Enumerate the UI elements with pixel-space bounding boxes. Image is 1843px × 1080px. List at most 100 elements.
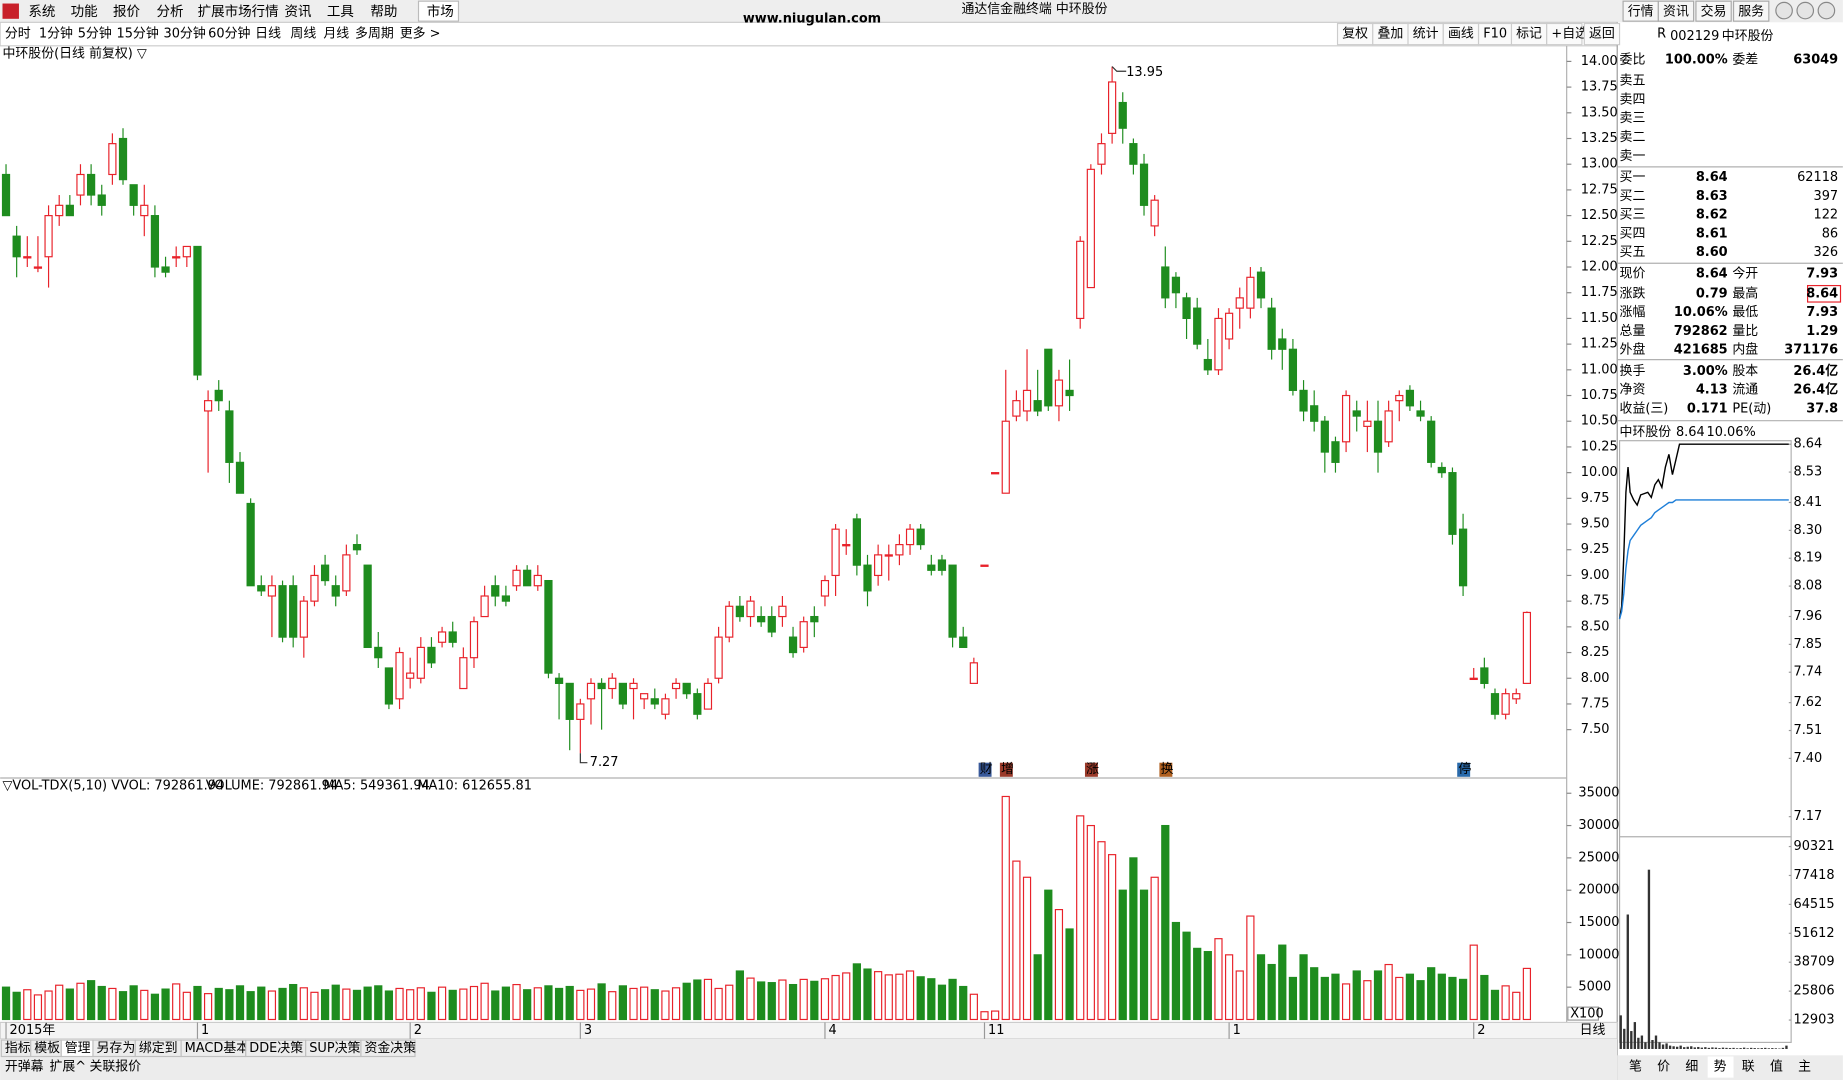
top-button-label[interactable]: 交易 (1701, 3, 1727, 19)
mini-tab[interactable]: 笔 (1629, 1059, 1642, 1075)
mini-tab[interactable]: 细 (1685, 1060, 1698, 1075)
mini-tab[interactable]: 主 (1798, 1060, 1811, 1075)
bottom-tab-label[interactable]: 资金决策 (364, 1040, 416, 1056)
bottom-tab2-label[interactable]: 开弹幕 (5, 1060, 44, 1075)
period-tab[interactable]: 更多 > (400, 27, 441, 42)
y-tick-label: 15000 (1578, 915, 1619, 930)
window-control[interactable] (1775, 1, 1793, 20)
y-tick-label: 10.75 (1581, 388, 1618, 403)
candle-body (1331, 441, 1340, 463)
window-control[interactable] (1817, 1, 1836, 20)
menu-item[interactable]: 扩展市场行情 (198, 3, 279, 20)
mini-tab[interactable]: 联 (1742, 1060, 1755, 1075)
top-button-label[interactable]: 服务 (1738, 3, 1764, 19)
period-tab[interactable]: 5分钟 (78, 26, 112, 42)
toolbar-button-label[interactable]: 返回 (1589, 27, 1615, 42)
bottom-tab2-label[interactable]: 关联报价 (89, 1060, 141, 1075)
top-button-label[interactable]: 资讯 (1663, 4, 1689, 19)
top-button-label[interactable]: 行情 (1628, 4, 1654, 19)
candle-body (1512, 693, 1521, 700)
period-tab[interactable]: 多周期 (355, 27, 394, 42)
event-label[interactable]: 停 (1458, 761, 1471, 777)
top-button[interactable] (1695, 0, 1732, 22)
event-label[interactable]: 换 (1161, 762, 1174, 777)
candle-body (597, 682, 606, 690)
bottom-tab-label[interactable]: 另存为 (97, 1041, 136, 1056)
top-button[interactable] (1732, 0, 1770, 22)
mini-y-tick-label: 7.62 (1793, 695, 1822, 710)
volume-bar (682, 982, 691, 1021)
mini-tab[interactable]: 值 (1770, 1059, 1783, 1075)
period-tab[interactable]: 周线 (290, 27, 316, 42)
toolbar-button-label[interactable]: F10 (1483, 27, 1507, 42)
event-marker[interactable] (1457, 762, 1471, 777)
volume-bar (278, 987, 287, 1021)
period-tab[interactable]: 30分钟 (164, 26, 206, 42)
quote-label: 换手 (1620, 364, 1646, 379)
mini-volume-bar (1661, 1044, 1665, 1049)
bottom-tab-label[interactable]: 模板 (34, 1041, 60, 1056)
candle-body (661, 698, 670, 715)
volume-bar (1501, 985, 1510, 1021)
volume-bar (905, 970, 915, 1021)
menu-item[interactable]: 分析 (156, 4, 183, 20)
event-label[interactable]: 财 (980, 762, 993, 777)
candle-body (331, 585, 340, 597)
bottom-tab-label[interactable]: MACD基本 (185, 1041, 250, 1056)
candle-body (150, 215, 160, 268)
menu-item[interactable]: 系统 (28, 4, 55, 20)
quote-label: 收益(三) (1620, 401, 1669, 416)
bottom-tab-label[interactable]: 管理 (65, 1041, 91, 1056)
event-marker[interactable] (1084, 762, 1098, 777)
toolbar-button-label[interactable]: 画线 (1448, 27, 1474, 42)
candle-body (86, 173, 96, 196)
bottom-tab-label[interactable]: 指标 (5, 1041, 31, 1056)
menu-item[interactable]: 帮助 (370, 4, 397, 20)
toolbar-button-label[interactable]: 统计 (1413, 27, 1439, 42)
window-control[interactable] (1796, 1, 1815, 20)
period-tab[interactable]: 1分钟 (39, 26, 73, 42)
period-tab[interactable]: 15分钟 (116, 26, 158, 42)
period-tab[interactable]: 月线 (323, 27, 349, 42)
menu-item[interactable]: 资讯 (285, 4, 313, 20)
toolbar-button[interactable] (1583, 22, 1621, 46)
menu-item[interactable]: 功能 (71, 4, 98, 20)
title-link[interactable]: 通达信金融终端 中环股份 (961, 1, 1107, 17)
candle-body (1469, 677, 1478, 681)
bottom-tab[interactable] (360, 1039, 416, 1058)
mini-tab[interactable]: 价 (1657, 1060, 1670, 1075)
quote-value: 8.64 (1806, 286, 1838, 301)
event-marker[interactable] (999, 762, 1013, 777)
market-tab-label[interactable]: 市场 (427, 3, 454, 20)
candle-body (1310, 405, 1319, 422)
toolbar-button-label[interactable]: 标记 (1516, 27, 1542, 42)
quote-value: 0.79 (1696, 286, 1728, 301)
candle-body (203, 400, 213, 412)
period-tab[interactable]: 60分钟 (208, 26, 250, 42)
menu-item[interactable]: 工具 (327, 4, 354, 20)
toolbar-button[interactable] (1546, 22, 1583, 46)
volume-bar (980, 1011, 989, 1021)
event-marker[interactable] (978, 762, 992, 777)
mini-vol-tick-label: 90321 (1793, 839, 1834, 854)
bottom-tab-label[interactable]: SUP决策 (309, 1040, 360, 1056)
event-label[interactable]: 涨 (1086, 762, 1099, 777)
top-button[interactable] (1657, 0, 1695, 22)
period-tab[interactable]: 日线 (255, 27, 281, 42)
period-tab[interactable]: 分时 (5, 27, 31, 42)
bottom-tab-label[interactable]: DDE决策 (249, 1040, 303, 1056)
event-label[interactable]: 增 (1001, 762, 1014, 777)
toolbar-button-label[interactable]: 复权 (1342, 26, 1368, 42)
toolbar-button-label[interactable]: +自选 (1551, 27, 1588, 42)
volume-bar (597, 983, 606, 1021)
volume-bar (1065, 928, 1074, 1021)
y-tick-label: 10.50 (1581, 414, 1618, 429)
x-tick-label: 1 (1233, 1023, 1241, 1038)
mini-tab[interactable]: 势 (1714, 1059, 1727, 1075)
menu-item[interactable]: 报价 (113, 4, 140, 20)
mini-volume-bar (1707, 1047, 1711, 1049)
bottom-tab2-label[interactable]: 扩展^ (50, 1060, 87, 1075)
bottom-tab-label[interactable]: 绑定到 (139, 1041, 178, 1056)
toolbar-button-label[interactable]: 叠加 (1377, 27, 1403, 42)
event-marker[interactable] (1159, 762, 1173, 777)
